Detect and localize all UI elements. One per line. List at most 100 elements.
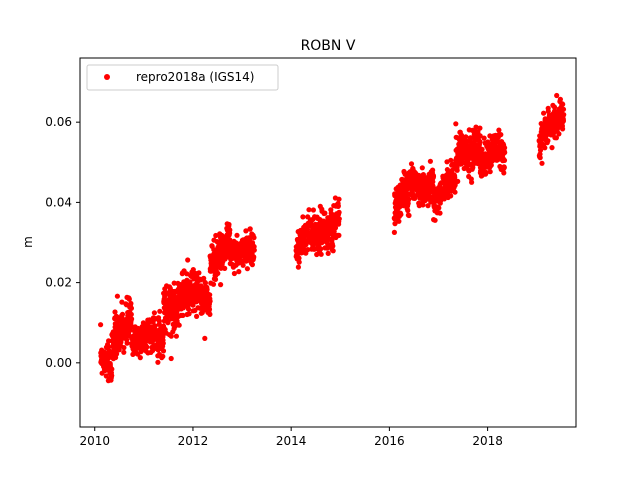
data-point: [129, 316, 135, 322]
data-point: [168, 355, 174, 362]
x-tick-label: 2018: [472, 434, 503, 448]
y-axis-label: m: [21, 236, 35, 248]
data-point: [121, 345, 127, 351]
data-point: [336, 216, 342, 222]
x-tick-label: 2012: [178, 434, 209, 448]
data-point: [537, 155, 543, 161]
data-point: [180, 312, 186, 318]
data-point: [436, 205, 442, 211]
data-point: [304, 227, 311, 233]
data-point: [249, 262, 255, 268]
data-point: [336, 196, 342, 202]
data-point: [468, 135, 474, 141]
legend-box: [86, 64, 279, 91]
data-point: [207, 292, 213, 298]
data-point: [160, 353, 166, 359]
data-point: [204, 286, 210, 293]
data-point: [406, 196, 412, 202]
plot-frame: [79, 57, 577, 428]
data-point: [296, 259, 302, 265]
data-point: [194, 313, 200, 319]
data-point: [240, 262, 246, 268]
data-point: [251, 247, 257, 253]
data-point: [202, 280, 208, 286]
data-point: [206, 306, 213, 312]
data-point: [537, 147, 544, 153]
data-point: [452, 175, 458, 181]
data-point: [487, 169, 493, 175]
data-point: [430, 179, 436, 185]
data-point: [498, 132, 504, 138]
data-point: [98, 322, 104, 328]
data-point: [560, 118, 567, 124]
y-tick-label: 0.00: [45, 356, 72, 370]
data-point: [185, 306, 192, 312]
data-point: [477, 139, 483, 145]
data-point: [419, 165, 425, 171]
data-point: [106, 344, 112, 350]
data-point: [157, 308, 163, 314]
data-point: [477, 125, 483, 131]
data-point: [119, 299, 125, 305]
data-point: [425, 203, 431, 209]
data-point: [437, 210, 443, 216]
data-point: [502, 149, 508, 156]
data-point: [222, 265, 228, 271]
data-point: [251, 235, 257, 241]
data-point: [171, 280, 177, 286]
data-point: [128, 300, 134, 307]
data-point: [479, 146, 485, 152]
data-point: [549, 145, 555, 151]
data-point: [296, 255, 302, 261]
data-point: [477, 133, 483, 139]
data-point: [405, 207, 411, 214]
data-point: [251, 254, 257, 260]
data-point: [330, 248, 336, 254]
data-point: [483, 169, 489, 176]
data-point: [335, 203, 341, 209]
data-point: [119, 311, 126, 317]
data-point: [392, 221, 398, 227]
x-axis-ticks: 2010 2012 2014 2016 2018: [79, 427, 503, 448]
data-point: [502, 145, 508, 151]
data-point: [173, 333, 179, 339]
data-point: [481, 135, 487, 141]
data-point: [398, 211, 404, 218]
data-point: [186, 311, 192, 317]
data-point: [496, 127, 502, 133]
data-point: [545, 138, 551, 144]
data-point: [202, 335, 208, 341]
data-point: [336, 209, 342, 215]
data-point: [469, 179, 475, 185]
data-point: [325, 250, 331, 256]
data-points: [98, 92, 567, 384]
data-point: [126, 296, 132, 302]
data-point: [541, 110, 547, 116]
data-point: [226, 221, 232, 228]
data-point: [430, 173, 437, 179]
data-point: [176, 322, 182, 328]
data-point: [144, 344, 150, 350]
x-tick-label: 2010: [79, 434, 110, 448]
data-point: [560, 126, 566, 132]
data-point: [207, 311, 213, 317]
legend-label: repro2018a (IGS14): [136, 70, 254, 84]
x-tick-label: 2014: [276, 434, 307, 448]
data-point: [185, 257, 191, 263]
data-point: [295, 264, 301, 270]
data-point: [160, 340, 166, 346]
data-point: [556, 131, 562, 137]
data-point: [247, 226, 253, 232]
data-point: [336, 232, 342, 238]
data-point: [156, 318, 162, 324]
data-point: [201, 275, 207, 281]
data-point: [109, 373, 115, 379]
data-point: [137, 355, 143, 361]
data-point: [210, 281, 217, 287]
data-point: [124, 340, 130, 346]
data-point: [213, 232, 219, 239]
data-point: [406, 212, 412, 219]
chart-title: ROBN V: [301, 38, 356, 54]
data-point: [391, 229, 397, 235]
data-point: [560, 106, 567, 112]
